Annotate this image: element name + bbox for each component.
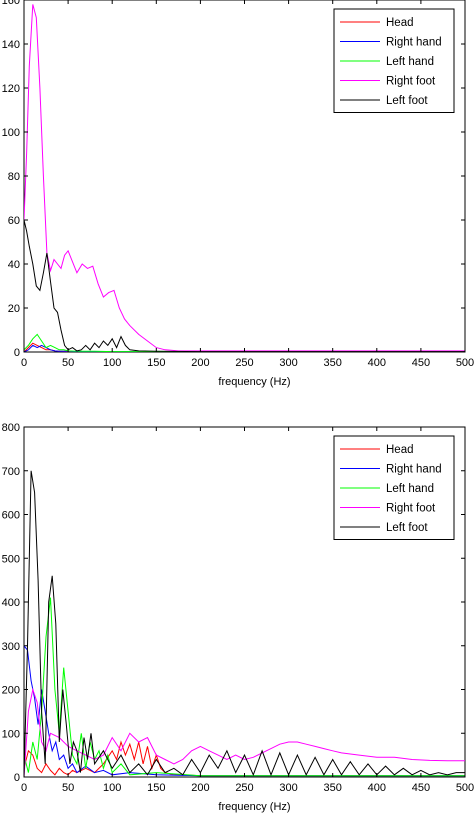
y-tick-label: 400 xyxy=(2,597,20,609)
legend-label-head: Head xyxy=(386,17,414,29)
y-tick-label: 120 xyxy=(2,83,20,95)
x-tick-label: 100 xyxy=(103,357,121,369)
x-tick-label: 150 xyxy=(147,782,165,794)
legend-label-right-foot: Right foot xyxy=(386,76,436,88)
series-group xyxy=(24,470,465,777)
y-tick-label: 20 xyxy=(8,303,20,315)
legend-label-head: Head xyxy=(386,444,414,456)
y-tick-label: 0 xyxy=(14,347,20,359)
y-tick-label: 200 xyxy=(2,685,20,697)
x-tick-label: 450 xyxy=(412,782,430,794)
x-tick-label: 350 xyxy=(324,357,342,369)
legend-label-left-foot: Left foot xyxy=(386,95,428,107)
legend-label-left-hand: Left hand xyxy=(386,56,434,68)
y-tick-label: 800 xyxy=(2,422,20,434)
y-tick-label: 160 xyxy=(2,0,20,7)
legend-label-left-hand: Left hand xyxy=(386,483,434,495)
series-line-right-foot xyxy=(24,687,465,777)
legend-label-right-hand: Right hand xyxy=(386,37,442,49)
legend: Head Right hand Left hand Right foot Left fo… xyxy=(333,435,455,540)
legend-label-right-foot: Right foot xyxy=(386,503,436,515)
y-tick-label: 100 xyxy=(2,127,20,139)
legend: Head Right hand Left hand Right foot Left fo… xyxy=(333,8,455,113)
series-line-right-foot xyxy=(24,4,465,352)
top-chart-panel: 0 50 100 150 200 250 300 350 400 450 500 0 20 40 60 80 1… xyxy=(2,0,474,388)
x-tick-label: 400 xyxy=(368,782,386,794)
series-line-left-hand xyxy=(24,597,465,777)
x-tick-label: 200 xyxy=(191,782,209,794)
x-tick-label: 250 xyxy=(235,357,253,369)
x-tick-label: 200 xyxy=(191,357,209,369)
x-tick-label: 100 xyxy=(103,782,121,794)
legend-label-right-hand: Right hand xyxy=(386,464,442,476)
legend-label-left-foot: Left foot xyxy=(386,522,428,534)
y-tick-label: 0 xyxy=(14,772,20,784)
x-tick-label: 0 xyxy=(21,782,27,794)
y-tick-label: 300 xyxy=(2,641,20,653)
series-group xyxy=(24,4,465,352)
x-tick-label: 50 xyxy=(62,782,74,794)
bottom-chart-panel: 0 50 100 150 200 250 300 350 400 450 500 0 100 200 300… xyxy=(2,422,474,813)
x-tick-label: 150 xyxy=(147,357,165,369)
y-tick-label: 500 xyxy=(2,553,20,565)
y-tick-label: 80 xyxy=(8,171,20,183)
series-line-left-foot xyxy=(24,470,465,777)
x-tick-label: 450 xyxy=(412,357,430,369)
x-tick-label: 400 xyxy=(368,357,386,369)
x-tick-label: 50 xyxy=(62,357,74,369)
x-axis-label: frequency (Hz) xyxy=(218,801,290,813)
y-tick-label: 60 xyxy=(8,215,20,227)
y-tick-label: 600 xyxy=(2,510,20,522)
x-tick-label: 300 xyxy=(279,357,297,369)
y-tick-label: 100 xyxy=(2,728,20,740)
x-tick-label: 350 xyxy=(324,782,342,794)
x-tick-label: 300 xyxy=(279,782,297,794)
series-line-left-foot xyxy=(24,219,465,352)
x-tick-label: 0 xyxy=(21,357,27,369)
x-tick-label: 500 xyxy=(456,782,474,794)
y-tick-label: 140 xyxy=(2,39,20,51)
x-axis-label: frequency (Hz) xyxy=(218,376,290,388)
x-tick-label: 250 xyxy=(235,782,253,794)
x-tick-label: 500 xyxy=(456,357,474,369)
y-tick-label: 40 xyxy=(8,259,20,271)
y-tick-label: 700 xyxy=(2,466,20,478)
